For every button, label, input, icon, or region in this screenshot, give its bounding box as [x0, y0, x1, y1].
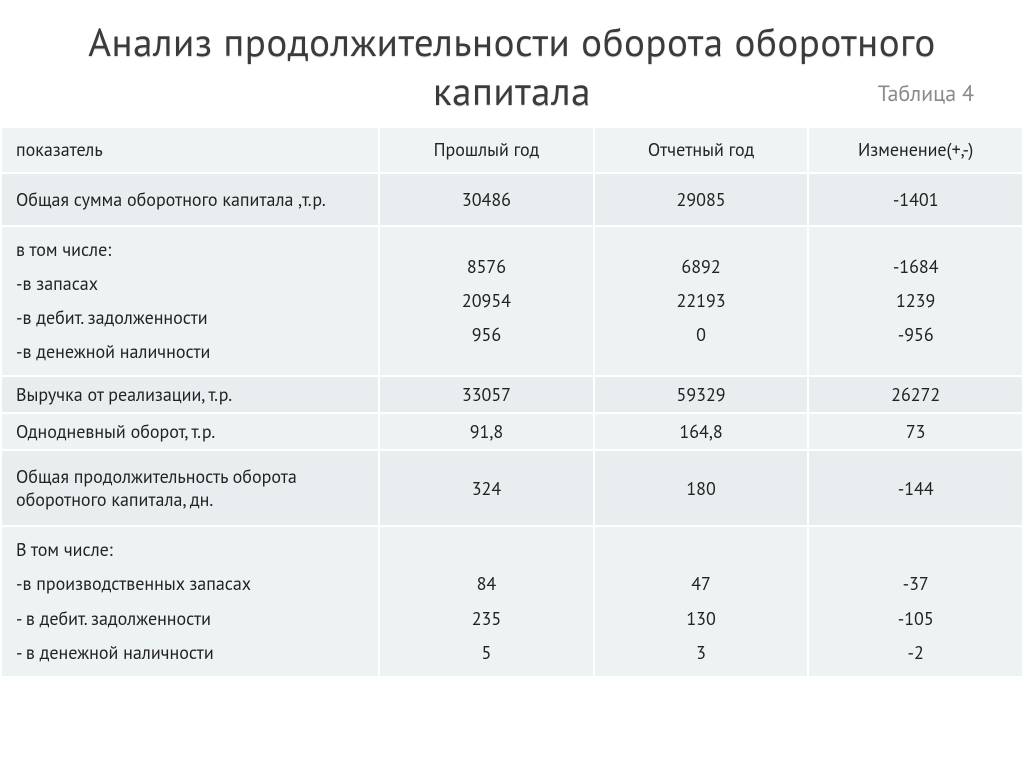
col-delta: Изменение(+,-) — [808, 127, 1023, 173]
table-row: Выручка от реализации, т.р.3305759329262… — [1, 376, 1023, 413]
table-row: В том числе:-в производственных запасах-… — [1, 526, 1023, 677]
col-curr-year: Отчетный год — [594, 127, 809, 173]
cell-prev: 91,8 — [379, 413, 594, 450]
table-header-row: показатель Прошлый год Отчетный год Изме… — [1, 127, 1023, 173]
table-body: Общая сумма оборотного капитала ,т.р.304… — [1, 173, 1023, 678]
cell-prev: 857620954956 — [379, 226, 594, 377]
cell-curr: 59329 — [594, 376, 809, 413]
cell-indicator: В том числе:-в производственных запасах-… — [1, 526, 379, 677]
col-prev-year: Прошлый год — [379, 127, 594, 173]
cell-delta: -16841239-956 — [808, 226, 1023, 377]
cell-curr: 471303 — [594, 526, 809, 677]
cell-delta: -37-105-2 — [808, 526, 1023, 677]
table-row: Общая продолжительность оборота оборотно… — [1, 450, 1023, 526]
cell-prev: 324 — [379, 450, 594, 526]
cell-curr: 164,8 — [594, 413, 809, 450]
cell-indicator: в том числе:-в запасах-в дебит. задолжен… — [1, 226, 379, 377]
table-row: Однодневный оборот, т.р.91,8164,873 — [1, 413, 1023, 450]
cell-delta: -144 — [808, 450, 1023, 526]
cell-curr: 29085 — [594, 173, 809, 226]
cell-indicator: Общая продолжительность оборота оборотно… — [1, 450, 379, 526]
analysis-table: показатель Прошлый год Отчетный год Изме… — [0, 126, 1024, 679]
cell-curr: 6892221930 — [594, 226, 809, 377]
cell-delta: 73 — [808, 413, 1023, 450]
table-row: в том числе:-в запасах-в дебит. задолжен… — [1, 226, 1023, 377]
cell-curr: 180 — [594, 450, 809, 526]
cell-indicator: Общая сумма оборотного капитала ,т.р. — [1, 173, 379, 226]
page-title: Анализ продолжительности оборота оборотн… — [40, 18, 984, 116]
cell-prev: 33057 — [379, 376, 594, 413]
table-row: Общая сумма оборотного капитала ,т.р.304… — [1, 173, 1023, 226]
cell-prev: 30486 — [379, 173, 594, 226]
cell-prev: 842355 — [379, 526, 594, 677]
cell-indicator: Однодневный оборот, т.р. — [1, 413, 379, 450]
table-caption: Таблица 4 — [878, 80, 974, 108]
cell-delta: 26272 — [808, 376, 1023, 413]
cell-delta: -1401 — [808, 173, 1023, 226]
col-indicator: показатель — [1, 127, 379, 173]
title-block: Анализ продолжительности оборота оборотн… — [0, 0, 1024, 126]
cell-indicator: Выручка от реализации, т.р. — [1, 376, 379, 413]
